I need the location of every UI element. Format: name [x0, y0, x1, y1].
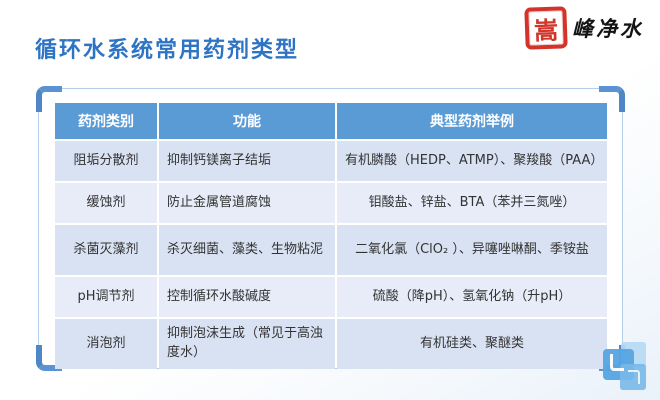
corner-squares-decoration — [596, 342, 648, 392]
header-function: 功能 — [159, 103, 335, 139]
header-examples: 典型药剂举例 — [337, 103, 607, 139]
header-row: 药剂类别 功能 典型药剂举例 — [55, 103, 607, 139]
page-title: 循环水系统常用药剂类型 — [35, 38, 300, 63]
cell-category: pH调节剂 — [55, 277, 157, 317]
frame-corner-top-left — [36, 86, 62, 112]
brand-logo: 嵩 峰净水 — [524, 6, 644, 50]
cell-function: 控制循环水酸碱度 — [159, 277, 335, 317]
table-row: 消泡剂 抑制泡沫生成（常见于高浊度水） 有机硅类、聚醚类 — [55, 319, 607, 369]
cell-category: 缓蚀剂 — [55, 183, 157, 223]
cell-examples: 钼酸盐、锌盐、BTA（苯并三氮唑） — [337, 183, 607, 223]
cell-function: 抑制钙镁离子结垢 — [159, 141, 335, 181]
decoration-square-front — [620, 364, 646, 390]
cell-examples: 二氧化氯（ClO₂ ）、异噻唑啉酮、季铵盐 — [337, 225, 607, 275]
table-row: 缓蚀剂 防止金属管道腐蚀 钼酸盐、锌盐、BTA（苯并三氮唑） — [55, 183, 607, 223]
cell-examples: 有机膦酸（HEDP、ATMP）、聚羧酸（PAA） — [337, 141, 607, 181]
frame-corner-bottom-left — [36, 345, 62, 371]
cell-category: 杀菌灭藻剂 — [55, 225, 157, 275]
frame-corner-top-right — [599, 86, 625, 112]
cell-category: 消泡剂 — [55, 319, 157, 369]
cell-examples: 有机硅类、聚醚类 — [337, 319, 607, 369]
red-seal-icon: 嵩 — [524, 6, 568, 50]
table-row: pH调节剂 控制循环水酸碱度 硫酸（降pH）、氢氧化钠（升pH） — [55, 277, 607, 317]
cell-function: 抑制泡沫生成（常见于高浊度水） — [159, 319, 335, 369]
decoration-bracket-icon — [628, 370, 640, 384]
cell-function: 杀灭细菌、藻类、生物粘泥 — [159, 225, 335, 275]
cell-examples: 硫酸（降pH）、氢氧化钠（升pH） — [337, 277, 607, 317]
decoration-bracket-icon — [610, 354, 624, 371]
chemicals-table: 药剂类别 功能 典型药剂举例 阻垢分散剂 抑制钙镁离子结垢 有机膦酸（HEDP、… — [53, 101, 609, 371]
cell-category: 阻垢分散剂 — [55, 141, 157, 181]
table-row: 阻垢分散剂 抑制钙镁离子结垢 有机膦酸（HEDP、ATMP）、聚羧酸（PAA） — [55, 141, 607, 181]
header-category: 药剂类别 — [55, 103, 157, 139]
cell-function: 防止金属管道腐蚀 — [159, 183, 335, 223]
brand-text: 峰净水 — [572, 16, 644, 41]
table-row: 杀菌灭藻剂 杀灭细菌、藻类、生物粘泥 二氧化氯（ClO₂ ）、异噻唑啉酮、季铵盐 — [55, 225, 607, 275]
